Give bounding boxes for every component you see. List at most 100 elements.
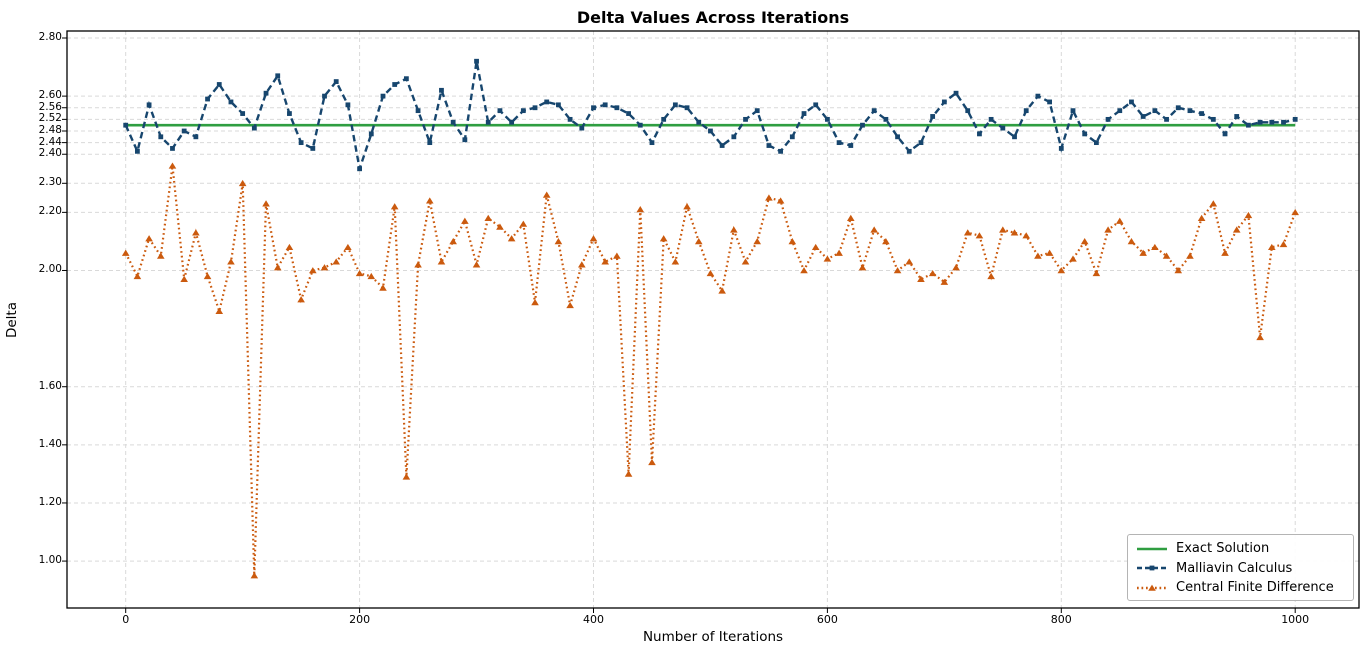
central-finite-difference-marker (846, 214, 855, 221)
malliavin-marker (1129, 99, 1134, 105)
x-tick-label: 600 (816, 613, 838, 626)
malliavin-marker (1082, 131, 1088, 137)
central-finite-difference-marker (811, 243, 820, 251)
central-finite-difference-marker (1209, 200, 1218, 207)
malliavin-marker (579, 125, 585, 131)
malliavin-marker (602, 102, 608, 108)
central-finite-difference-marker (671, 258, 680, 265)
malliavin-marker (754, 108, 760, 114)
legend-item-malliavin-calculus: Malliavin Calculus (1136, 559, 1353, 579)
central-finite-difference-marker (928, 269, 937, 277)
malliavin-marker (520, 108, 526, 114)
malliavin-marker (427, 140, 433, 146)
malliavin-marker (462, 137, 468, 143)
chart-title: Delta Values Across Iterations (576, 8, 850, 27)
central-finite-difference-marker (1174, 267, 1183, 274)
malliavin-marker (719, 143, 725, 148)
malliavin-marker (848, 143, 854, 148)
malliavin-marker (532, 105, 538, 111)
y-tick-label: 2.80 (38, 31, 62, 43)
central-finite-difference-marker (1092, 269, 1101, 277)
central-finite-difference-marker (636, 206, 645, 213)
central-finite-difference-marker (648, 458, 656, 466)
y-axis-label: Delta (4, 301, 20, 339)
y-tick-label: 2.20 (38, 205, 62, 218)
malliavin-marker (485, 119, 491, 125)
central-finite-difference-marker (1221, 249, 1229, 256)
central-finite-difference-marker (858, 264, 867, 271)
legend-label: Exact Solution (1176, 541, 1270, 557)
plot-frame (66, 30, 1360, 609)
malliavin-marker (988, 116, 994, 122)
malliavin-marker (181, 128, 187, 134)
malliavin-marker (743, 116, 748, 122)
malliavin-marker (1187, 108, 1193, 114)
malliavin-marker (1140, 114, 1146, 119)
central-finite-difference-marker (835, 249, 843, 256)
malliavin-marker (941, 99, 947, 105)
malliavin-marker (883, 116, 889, 122)
central-finite-difference-marker (905, 258, 914, 265)
y-tick-label: 2.56 (38, 100, 62, 113)
central-finite-difference-marker (121, 249, 130, 256)
malliavin-marker (403, 76, 409, 82)
central-finite-difference-marker (1127, 238, 1136, 245)
malliavin-marker (357, 166, 362, 172)
malliavin-marker (825, 116, 830, 122)
malliavin-marker (134, 148, 140, 154)
central-finite-difference-marker (168, 162, 177, 169)
x-tick-label: 400 (583, 613, 604, 626)
central-finite-difference-line-swatch (1137, 584, 1167, 591)
malliavin-marker (684, 105, 690, 111)
central-finite-difference-marker (1232, 226, 1241, 233)
central-finite-difference-marker (250, 572, 259, 579)
central-finite-difference-marker (367, 272, 376, 280)
central-finite-difference-marker (624, 470, 633, 477)
central-finite-difference-marker (519, 220, 528, 227)
malliavin-marker (1105, 116, 1111, 122)
central-finite-difference-marker (297, 296, 305, 303)
central-finite-difference-marker (1069, 255, 1077, 262)
malliavin-marker (333, 79, 339, 84)
malliavin-marker (918, 140, 924, 146)
malliavin-marker (1012, 134, 1017, 140)
malliavin-marker (275, 73, 281, 79)
malliavin-marker (450, 119, 456, 125)
malliavin-marker (871, 108, 877, 114)
y-tick-label: 1.00 (38, 554, 62, 567)
central-finite-difference-marker (320, 264, 329, 271)
central-finite-difference-marker (145, 235, 153, 242)
malliavin-marker (1047, 99, 1053, 105)
malliavin-calculus-line-swatch (1137, 565, 1167, 571)
central-finite-difference-marker (1115, 217, 1124, 224)
central-finite-difference-marker (753, 238, 762, 245)
central-finite-difference-marker (589, 235, 598, 242)
malliavin-marker (439, 87, 444, 93)
central-finite-difference-marker (1256, 333, 1264, 341)
central-finite-difference-marker (1104, 226, 1112, 233)
malliavin-marker (345, 102, 351, 108)
malliavin-marker (380, 93, 386, 99)
central-finite-difference-marker (741, 258, 750, 265)
malliavin-marker (567, 116, 573, 122)
malliavin-marker (146, 102, 152, 108)
y-tick-label: 2.60 (38, 89, 62, 102)
malliavin-marker (906, 148, 912, 154)
central-finite-difference-marker (215, 307, 224, 314)
malliavin-marker (591, 105, 596, 111)
legend-item-central-finite-difference: Central Finite Difference (1136, 578, 1353, 598)
central-finite-difference-marker (917, 275, 925, 282)
central-finite-difference-marker (309, 267, 317, 274)
malliavin-marker (1281, 119, 1286, 125)
malliavin-marker (556, 102, 561, 108)
malliavin-marker (614, 105, 620, 111)
central-finite-difference-marker (940, 278, 949, 285)
central-finite-difference-marker (379, 284, 387, 291)
central-finite-difference-marker (273, 264, 282, 271)
y-tick-label: 1.20 (38, 495, 62, 508)
central-finite-difference-marker (402, 473, 411, 480)
central-finite-difference-marker (414, 261, 422, 268)
central-finite-difference-marker (461, 217, 469, 224)
